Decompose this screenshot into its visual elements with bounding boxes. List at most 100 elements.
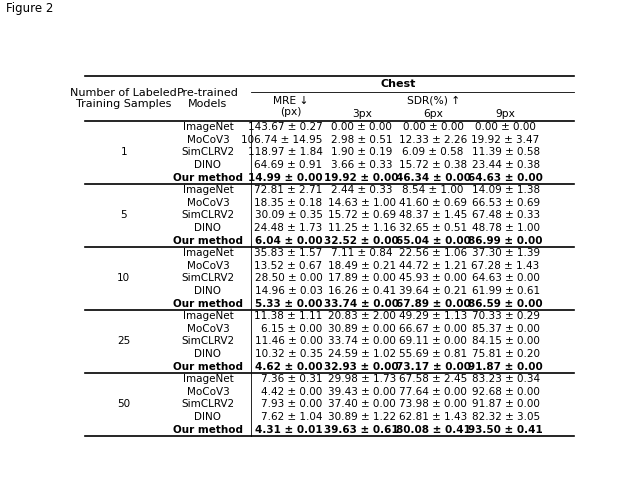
Text: 66.53 ± 0.69: 66.53 ± 0.69 xyxy=(472,198,540,208)
Text: Pre-trained
Models: Pre-trained Models xyxy=(177,88,239,109)
Text: 80.08 ± 0.41: 80.08 ± 0.41 xyxy=(396,425,470,434)
Text: 35.83 ± 1.57: 35.83 ± 1.57 xyxy=(254,248,323,258)
Text: 25: 25 xyxy=(117,337,131,346)
Text: 32.65 ± 0.51: 32.65 ± 0.51 xyxy=(399,223,467,233)
Text: 19.92 ± 3.47: 19.92 ± 3.47 xyxy=(472,135,540,145)
Text: Our method: Our method xyxy=(173,236,243,246)
Text: 48.37 ± 1.45: 48.37 ± 1.45 xyxy=(399,211,467,220)
Text: 28.50 ± 0.00: 28.50 ± 0.00 xyxy=(255,274,323,283)
Text: 82.32 ± 3.05: 82.32 ± 3.05 xyxy=(472,412,540,422)
Text: DINO: DINO xyxy=(195,160,221,170)
Text: 4.42 ± 0.00: 4.42 ± 0.00 xyxy=(261,387,323,397)
Text: Our method: Our method xyxy=(173,425,243,434)
Text: 5.33 ± 0.00: 5.33 ± 0.00 xyxy=(255,299,323,308)
Text: 23.44 ± 0.38: 23.44 ± 0.38 xyxy=(472,160,540,170)
Text: 50: 50 xyxy=(117,400,130,409)
Text: 64.69 ± 0.91: 64.69 ± 0.91 xyxy=(255,160,323,170)
Text: Our method: Our method xyxy=(173,362,243,371)
Text: 6px: 6px xyxy=(423,109,443,119)
Text: MoCoV3: MoCoV3 xyxy=(187,261,229,271)
Text: 6.04 ± 0.00: 6.04 ± 0.00 xyxy=(255,236,323,246)
Text: Figure 2: Figure 2 xyxy=(6,2,54,15)
Text: 92.68 ± 0.00: 92.68 ± 0.00 xyxy=(472,387,540,397)
Text: 84.15 ± 0.00: 84.15 ± 0.00 xyxy=(472,337,540,346)
Text: 10: 10 xyxy=(117,274,130,283)
Text: 55.69 ± 0.81: 55.69 ± 0.81 xyxy=(399,349,467,359)
Text: 18.49 ± 0.21: 18.49 ± 0.21 xyxy=(328,261,396,271)
Text: 70.33 ± 0.29: 70.33 ± 0.29 xyxy=(472,311,540,321)
Text: 20.83 ± 2.00: 20.83 ± 2.00 xyxy=(328,311,396,321)
Text: 91.87 ± 0.00: 91.87 ± 0.00 xyxy=(468,362,543,371)
Text: 75.81 ± 0.20: 75.81 ± 0.20 xyxy=(472,349,540,359)
Text: 29.98 ± 1.73: 29.98 ± 1.73 xyxy=(328,374,396,384)
Text: 32.52 ± 0.00: 32.52 ± 0.00 xyxy=(324,236,399,246)
Text: 9px: 9px xyxy=(495,109,515,119)
Text: 86.59 ± 0.00: 86.59 ± 0.00 xyxy=(468,299,543,308)
Text: MoCoV3: MoCoV3 xyxy=(187,324,229,334)
Text: 39.43 ± 0.00: 39.43 ± 0.00 xyxy=(328,387,396,397)
Text: 77.64 ± 0.00: 77.64 ± 0.00 xyxy=(399,387,467,397)
Text: 73.98 ± 0.00: 73.98 ± 0.00 xyxy=(399,400,467,409)
Text: 65.04 ± 0.00: 65.04 ± 0.00 xyxy=(396,236,470,246)
Text: 64.63 ± 0.00: 64.63 ± 0.00 xyxy=(468,173,543,183)
Text: 11.46 ± 0.00: 11.46 ± 0.00 xyxy=(255,337,323,346)
Text: Number of Labeled
Training Samples: Number of Labeled Training Samples xyxy=(70,88,177,109)
Text: 33.74 ± 0.00: 33.74 ± 0.00 xyxy=(324,299,399,308)
Text: MoCoV3: MoCoV3 xyxy=(187,387,229,397)
Text: DINO: DINO xyxy=(195,286,221,296)
Text: 48.78 ± 1.00: 48.78 ± 1.00 xyxy=(472,223,540,233)
Text: SimCLRV2: SimCLRV2 xyxy=(181,337,234,346)
Text: SDR(%) ↑: SDR(%) ↑ xyxy=(407,95,460,105)
Text: 86.99 ± 0.00: 86.99 ± 0.00 xyxy=(468,236,543,246)
Text: MRE ↓
(px): MRE ↓ (px) xyxy=(273,95,308,117)
Text: ImageNet: ImageNet xyxy=(182,185,234,195)
Text: 62.81 ± 1.43: 62.81 ± 1.43 xyxy=(399,412,467,422)
Text: 16.26 ± 0.41: 16.26 ± 0.41 xyxy=(328,286,396,296)
Text: 19.92 ± 0.00: 19.92 ± 0.00 xyxy=(324,173,399,183)
Text: 69.11 ± 0.00: 69.11 ± 0.00 xyxy=(399,337,467,346)
Text: 2.98 ± 0.51: 2.98 ± 0.51 xyxy=(331,135,392,145)
Text: 39.64 ± 0.21: 39.64 ± 0.21 xyxy=(399,286,467,296)
Text: Chest: Chest xyxy=(381,79,416,89)
Text: MoCoV3: MoCoV3 xyxy=(187,198,229,208)
Text: ImageNet: ImageNet xyxy=(182,122,234,132)
Text: 6.09 ± 0.58: 6.09 ± 0.58 xyxy=(403,147,464,157)
Text: 66.67 ± 0.00: 66.67 ± 0.00 xyxy=(399,324,467,334)
Text: 24.48 ± 1.73: 24.48 ± 1.73 xyxy=(254,223,323,233)
Text: 7.93 ± 0.00: 7.93 ± 0.00 xyxy=(261,400,323,409)
Text: 37.30 ± 1.39: 37.30 ± 1.39 xyxy=(472,248,540,258)
Text: 49.29 ± 1.13: 49.29 ± 1.13 xyxy=(399,311,467,321)
Text: 8.54 ± 1.00: 8.54 ± 1.00 xyxy=(403,185,464,195)
Text: 61.99 ± 0.61: 61.99 ± 0.61 xyxy=(472,286,540,296)
Text: 37.40 ± 0.00: 37.40 ± 0.00 xyxy=(328,400,396,409)
Text: 3px: 3px xyxy=(352,109,372,119)
Text: 33.74 ± 0.00: 33.74 ± 0.00 xyxy=(328,337,396,346)
Text: DINO: DINO xyxy=(195,223,221,233)
Text: 7.11 ± 0.84: 7.11 ± 0.84 xyxy=(331,248,392,258)
Text: ImageNet: ImageNet xyxy=(182,311,234,321)
Text: 32.93 ± 0.00: 32.93 ± 0.00 xyxy=(324,362,399,371)
Text: 4.31 ± 0.01: 4.31 ± 0.01 xyxy=(255,425,323,434)
Text: 13.52 ± 0.67: 13.52 ± 0.67 xyxy=(255,261,323,271)
Text: 14.99 ± 0.00: 14.99 ± 0.00 xyxy=(248,173,323,183)
Text: 41.60 ± 0.69: 41.60 ± 0.69 xyxy=(399,198,467,208)
Text: DINO: DINO xyxy=(195,349,221,359)
Text: 67.58 ± 2.45: 67.58 ± 2.45 xyxy=(399,374,467,384)
Text: 14.09 ± 1.38: 14.09 ± 1.38 xyxy=(472,185,540,195)
Text: 4.62 ± 0.00: 4.62 ± 0.00 xyxy=(255,362,323,371)
Text: 3.66 ± 0.33: 3.66 ± 0.33 xyxy=(331,160,392,170)
Text: 18.35 ± 0.18: 18.35 ± 0.18 xyxy=(255,198,323,208)
Text: 39.63 ± 0.61: 39.63 ± 0.61 xyxy=(324,425,399,434)
Text: 0.00 ± 0.00: 0.00 ± 0.00 xyxy=(403,122,463,132)
Text: 106.74 ± 14.95: 106.74 ± 14.95 xyxy=(241,135,323,145)
Text: 73.17 ± 0.00: 73.17 ± 0.00 xyxy=(396,362,470,371)
Text: ImageNet: ImageNet xyxy=(182,248,234,258)
Text: 67.28 ± 1.43: 67.28 ± 1.43 xyxy=(472,261,540,271)
Text: 24.59 ± 1.02: 24.59 ± 1.02 xyxy=(328,349,396,359)
Text: 46.34 ± 0.00: 46.34 ± 0.00 xyxy=(396,173,470,183)
Text: 83.23 ± 0.34: 83.23 ± 0.34 xyxy=(472,374,540,384)
Text: 1: 1 xyxy=(120,147,127,157)
Text: SimCLRV2: SimCLRV2 xyxy=(181,147,234,157)
Text: 0.00 ± 0.00: 0.00 ± 0.00 xyxy=(332,122,392,132)
Text: 22.56 ± 1.06: 22.56 ± 1.06 xyxy=(399,248,467,258)
